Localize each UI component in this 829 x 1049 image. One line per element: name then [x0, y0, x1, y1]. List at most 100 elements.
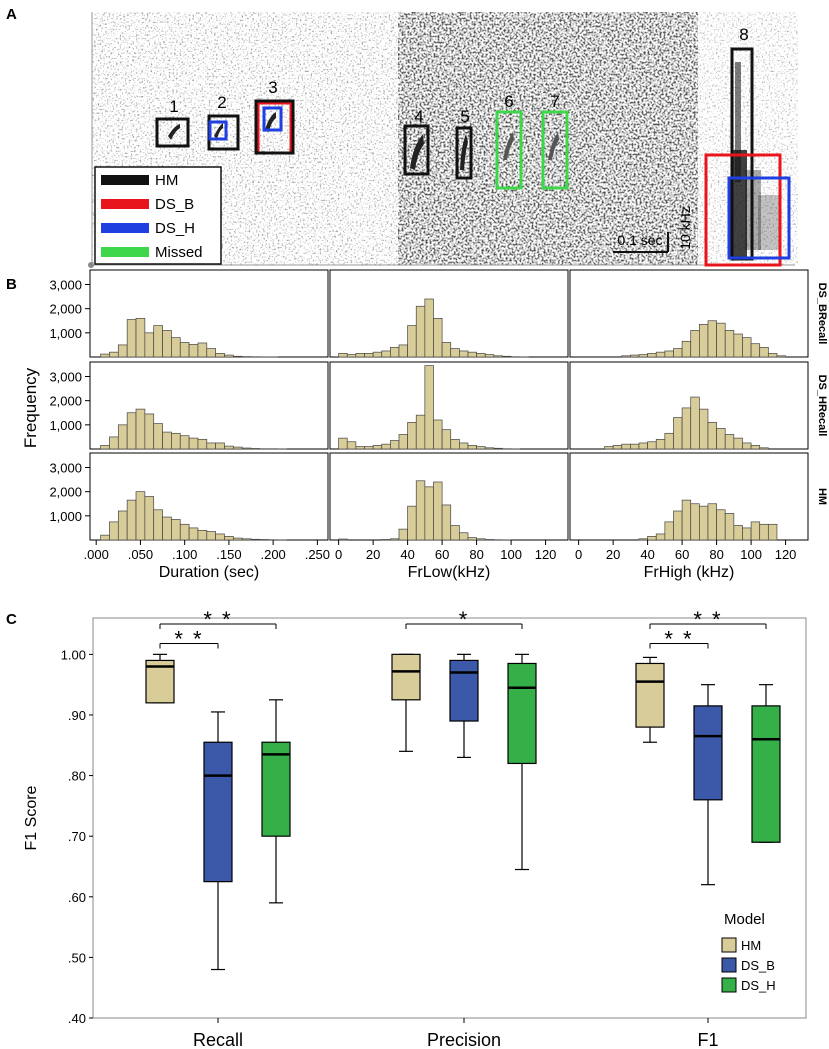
- histogram-bar: [372, 445, 383, 450]
- histogram-bar: [467, 445, 477, 450]
- histogram-bar: [179, 342, 190, 358]
- histogram-bar: [690, 396, 700, 450]
- box-1-hm: [155, 117, 190, 148]
- x-tick-label: 20: [606, 547, 620, 562]
- box-5-hm: [455, 126, 473, 180]
- panel-label-a: A: [6, 6, 17, 23]
- histogram-bar: [232, 355, 243, 358]
- histogram-bar: [135, 491, 146, 541]
- y-tick-label: 3,000: [49, 370, 82, 385]
- x-tick-label: .100: [172, 547, 197, 562]
- histogram-bar: [502, 355, 512, 358]
- y-tick-label: 3,000: [49, 461, 82, 476]
- x-tick-label: 60: [435, 547, 449, 562]
- histogram-bar: [655, 438, 666, 450]
- histogram-bar: [407, 422, 417, 450]
- x-tick-label: 100: [500, 547, 522, 562]
- call-shape-1: [168, 124, 180, 140]
- histogram-bar: [346, 354, 357, 358]
- histogram-bar: [206, 531, 216, 541]
- histogram-bar: [171, 337, 181, 358]
- box: [693, 705, 723, 801]
- legend-swatch: [101, 199, 149, 209]
- box: [635, 662, 665, 728]
- histogram-bar: [144, 332, 155, 358]
- histogram-bar: [424, 298, 434, 358]
- call-number: 7: [550, 92, 559, 111]
- histogram-bar: [241, 538, 252, 541]
- histogram-bar: [381, 350, 391, 358]
- legend-title: Model: [724, 911, 765, 928]
- call-number: 3: [268, 78, 277, 97]
- histogram-y-axis-title: Frequency: [21, 367, 40, 448]
- histogram-bar: [621, 443, 631, 450]
- histogram-bar: [232, 446, 243, 450]
- histogram-bar: [117, 510, 128, 541]
- histogram-bar: [206, 442, 216, 450]
- x-axis-title: FrLow(kHz): [408, 564, 491, 581]
- category-label: Precision: [427, 1030, 501, 1049]
- y-tick-label: .40: [68, 1011, 86, 1026]
- histogram-bar: [390, 440, 400, 450]
- histogram-grid: Frequency DS_BRecall 3,000 2,000 1,000 DS_HRe…: [21, 269, 828, 581]
- call-numbers: 1 2 3 4 5 6 7 8: [169, 25, 748, 126]
- histogram-bar: [647, 441, 657, 450]
- histogram-bar: [759, 447, 769, 450]
- box-4-hm: [403, 124, 430, 176]
- spectrogram-legend: HM DS_B DS_H Missed: [94, 166, 222, 265]
- histogram-bar: [241, 447, 252, 450]
- call-8-echo: [758, 195, 780, 250]
- histogram-bar: [126, 412, 137, 450]
- histogram-bar: [698, 324, 709, 358]
- histogram-bar: [476, 353, 486, 358]
- histogram-bar: [224, 445, 234, 450]
- boxplot-frame: [92, 617, 807, 1019]
- legend-label: DS_B: [155, 196, 194, 213]
- box-8-ds-h: [727, 176, 791, 260]
- histogram-bar: [441, 429, 452, 450]
- histogram-bar: [733, 525, 743, 541]
- histogram-bar: [144, 496, 155, 541]
- scale-bar: 0.1 sec 10 kHz: [613, 206, 693, 253]
- histogram-bar: [215, 442, 225, 450]
- panel-label-b: B: [6, 276, 17, 293]
- histogram-bar: [724, 330, 735, 358]
- histogram-bar: [759, 346, 769, 358]
- histogram-bar: [664, 432, 674, 450]
- legend-swatch: [101, 247, 149, 257]
- histogram-bar: [135, 408, 146, 450]
- histogram-bar: [197, 529, 208, 541]
- boxplot-chart: F1 Score .40 .50 .60 .70 .80 .90 1.00 Recall Prec…: [23, 607, 807, 1049]
- histogram-bar: [458, 442, 469, 450]
- histogram-bar: [441, 504, 452, 541]
- histogram-bar: [681, 499, 692, 541]
- histogram-bar: [433, 481, 443, 541]
- histogram-bar: [647, 353, 657, 358]
- histogram-bar: [407, 505, 417, 541]
- histogram-bar: [355, 353, 365, 358]
- histogram-bar: [415, 305, 426, 358]
- histogram-bar: [476, 538, 486, 541]
- histogram-bar: [724, 434, 735, 450]
- box-6-missed: [495, 110, 523, 190]
- call-8-upper-streak: [735, 62, 741, 182]
- y-tick-label: 3,000: [49, 278, 82, 293]
- y-tick-label: 1,000: [49, 326, 82, 341]
- histogram-bar: [742, 442, 752, 450]
- histogram-bar: [398, 434, 408, 450]
- histogram-bar: [215, 533, 225, 541]
- histogram-bar: [673, 417, 683, 450]
- significance-label: * *: [693, 607, 722, 632]
- histogram-frame: [89, 269, 329, 358]
- histogram-bar: [493, 355, 503, 358]
- histogram-bar: [100, 534, 110, 541]
- histogram-bar: [171, 519, 181, 541]
- histogram-bar: [433, 419, 443, 450]
- histogram-bar: [690, 330, 700, 358]
- histogram-bar: [153, 509, 163, 541]
- histogram-bar: [647, 536, 657, 541]
- histogram-bar: [612, 445, 623, 450]
- significance-label: * *: [174, 626, 203, 651]
- call-number: 1: [169, 97, 178, 116]
- histogram-bar: [767, 523, 778, 541]
